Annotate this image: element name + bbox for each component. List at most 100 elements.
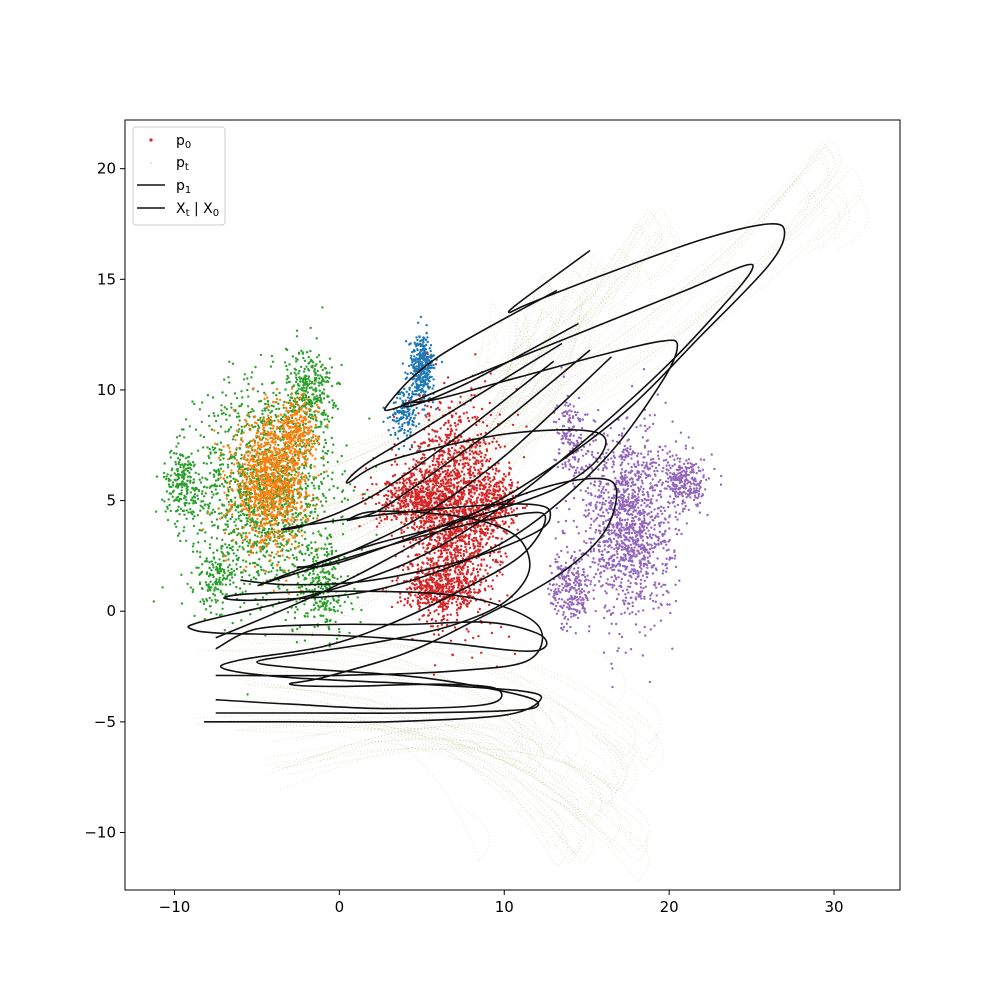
series-p1_purple (547, 366, 723, 689)
pt-flow-line (262, 207, 672, 489)
scatter-points (381, 352, 528, 676)
scatter-points (554, 368, 696, 689)
pt-flow-line (248, 724, 580, 829)
scatter-points (180, 541, 251, 617)
trajectory-line (215, 222, 786, 639)
plot-area (152, 139, 869, 882)
trajectory-layer (187, 222, 786, 724)
pt-flow-line (264, 224, 681, 473)
legend-entry-p0: p0 (149, 133, 191, 151)
pt-flow-line (268, 686, 650, 852)
pt-flow-line (246, 698, 581, 865)
scatter-points (382, 376, 424, 453)
pt-flow-line (197, 649, 570, 785)
pt-flow-line (279, 167, 863, 528)
scatter-points (385, 552, 493, 632)
legend-entry-pt: pt (150, 155, 189, 173)
pt-flow-line (266, 148, 829, 505)
pt-flow-line (358, 317, 592, 608)
y-tick-label: 10 (97, 381, 116, 399)
legend-entry-trajectory: Xt | X0 (137, 201, 219, 219)
y-axis: −10 −5 0 5 10 15 20 (84, 160, 125, 841)
series-p1_blue (382, 315, 444, 453)
pt-flow-line (271, 728, 615, 792)
x-tick-label: 20 (660, 898, 679, 916)
y-tick-label: 0 (106, 602, 116, 620)
pt-flow-line (292, 254, 640, 589)
x-axis: −10 0 10 20 30 (159, 890, 844, 916)
pt-flow-line (222, 648, 554, 751)
trajectory-line (215, 322, 679, 677)
pt-flow-line (314, 270, 588, 537)
pt-flow-line (252, 642, 543, 761)
pt-flow-line (263, 636, 658, 762)
pt-flow-line (316, 327, 564, 627)
y-tick-label: 15 (97, 270, 116, 288)
x-tick-label: 0 (335, 898, 345, 916)
pt-flow-line (244, 646, 626, 707)
pt-flow-line (254, 231, 668, 482)
scatter-points (547, 537, 595, 635)
pt-flow-line (195, 721, 614, 820)
pt-flow-line (280, 711, 523, 790)
pt-flow-line (313, 269, 585, 546)
pt-flow-line (266, 686, 632, 855)
pt-flow-line (237, 631, 636, 757)
scatter-points (270, 387, 329, 480)
pt-flow-line (287, 697, 523, 769)
scatter-points (401, 315, 444, 417)
pt-flow-layer (193, 139, 869, 882)
trajectory-line (187, 263, 754, 652)
legend-marker-p0 (149, 138, 153, 142)
pt-flow-line (293, 267, 567, 589)
scatter-points (469, 445, 529, 553)
y-tick-label: −10 (84, 823, 116, 841)
legend-label-p0: p0 (176, 133, 191, 151)
scatter-points (552, 366, 596, 478)
pt-flow-line (268, 690, 535, 775)
scatter-points (155, 442, 212, 533)
pt-flow-line (288, 184, 848, 534)
legend-entry-p1: p1 (137, 178, 191, 196)
pt-flow-line (279, 716, 627, 794)
legend-label-pt: pt (176, 155, 189, 173)
pt-flow-line (238, 726, 594, 817)
legend-marker-pt (150, 162, 152, 164)
pt-flow-line (370, 306, 529, 532)
pt-flow-line (313, 313, 596, 632)
pt-flow-line (331, 285, 582, 537)
trajectory-line (204, 342, 607, 724)
pt-flow-line (327, 263, 611, 552)
pt-flow-line (328, 142, 835, 536)
pt-flow-line (288, 733, 624, 790)
pt-flow-line (232, 671, 580, 765)
pt-flow-line (277, 224, 647, 583)
pt-flow-line (285, 194, 850, 519)
legend: p0 pt p1 Xt | X0 (132, 126, 226, 226)
pt-flow-line (301, 258, 598, 546)
trajectory-line (240, 360, 555, 586)
pt-flow-line (295, 718, 531, 775)
pt-flow-line (266, 606, 636, 770)
pt-flow-line (242, 696, 621, 844)
pt-flow-line (351, 254, 605, 531)
legend-box (132, 126, 226, 226)
x-tick-label: 10 (495, 898, 514, 916)
pt-flow-line (193, 715, 612, 813)
pt-flow-line (328, 330, 591, 597)
legend-label-p1: p1 (176, 178, 191, 196)
axes-frame (124, 119, 901, 891)
pt-flow-line (286, 194, 869, 541)
pt-flow-line (224, 639, 561, 760)
pt-flow-line (277, 277, 555, 608)
scatter-points (275, 326, 343, 449)
pt-flow-line (269, 707, 650, 882)
pt-flow-line (295, 307, 554, 581)
pt-flow-line (274, 632, 661, 745)
pt-flow-line (223, 718, 602, 822)
y-tick-label: 20 (97, 160, 116, 178)
pt-flow-line (255, 660, 586, 856)
series-p1_orange (201, 387, 329, 595)
pt-flow-line (253, 683, 563, 850)
